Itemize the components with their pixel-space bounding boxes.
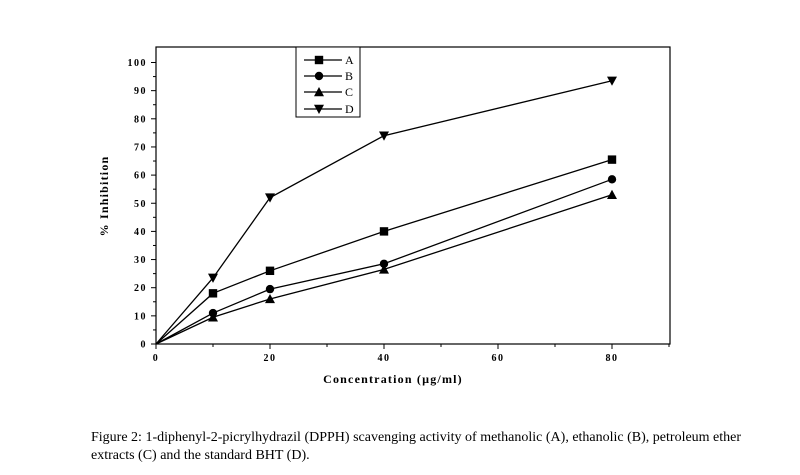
y-axis-ticks: 0 10 20 30 40 50 60 70 80 90 100 xyxy=(128,58,156,351)
legend-marker-c xyxy=(314,87,324,97)
y-tick-label: 50 xyxy=(134,199,147,210)
legend-label-b: B xyxy=(345,69,353,83)
legend-box xyxy=(295,46,361,118)
data-point-c xyxy=(379,264,389,274)
data-point-b xyxy=(379,259,389,268)
legend-marker-d xyxy=(314,104,324,114)
data-point-d xyxy=(607,76,617,86)
x-tick-label: 20 xyxy=(264,353,277,364)
data-point-a xyxy=(379,227,389,236)
series-b xyxy=(155,175,617,345)
series-line-a xyxy=(155,158,613,345)
y-tick-label: 100 xyxy=(128,58,148,69)
y-tick-label: 70 xyxy=(134,142,147,153)
legend-marker-b xyxy=(314,71,324,81)
y-tick-label: 10 xyxy=(134,311,147,322)
series-d xyxy=(155,76,617,345)
data-point-c xyxy=(607,189,617,200)
y-tick-label: 80 xyxy=(134,114,147,125)
legend-label-c: C xyxy=(345,85,353,99)
figure-caption: Figure 2: 1-diphenyl-2-picrylhydrazil (D… xyxy=(91,430,742,463)
data-point-c xyxy=(265,293,275,304)
data-point-d xyxy=(265,193,275,203)
y-tick-label: 40 xyxy=(134,227,147,238)
series-line-d xyxy=(155,80,613,345)
legend-label-a: A xyxy=(345,53,354,67)
y-tick-label: 90 xyxy=(134,86,147,97)
x-axis-label: Concentration (µg/ml) xyxy=(323,372,463,386)
x-tick-label: 0 xyxy=(153,353,160,364)
y-tick-label: 60 xyxy=(134,171,147,182)
data-point-d xyxy=(208,273,218,283)
x-tick-label: 40 xyxy=(378,353,391,364)
x-tick-label: 60 xyxy=(492,353,505,364)
x-axis-ticks: 0 20 40 60 80 xyxy=(153,344,670,364)
series-a xyxy=(155,155,617,345)
data-point-a xyxy=(265,266,275,276)
data-point-d xyxy=(379,131,389,141)
data-point-b xyxy=(607,175,617,184)
y-tick-label: 0 xyxy=(141,340,148,351)
legend-label-d: D xyxy=(345,102,354,116)
plot-frame xyxy=(155,46,671,345)
legend-marker-a xyxy=(314,55,324,65)
y-axis-label: % Inhibition xyxy=(97,156,111,237)
data-point-a xyxy=(208,289,218,298)
series-group xyxy=(155,76,617,345)
y-tick-label: 20 xyxy=(134,283,147,294)
series-c xyxy=(155,189,617,345)
data-point-b xyxy=(265,284,275,294)
data-point-a xyxy=(607,155,617,164)
x-tick-label: 80 xyxy=(606,353,619,364)
y-tick-label: 30 xyxy=(134,255,147,266)
data-point-c xyxy=(208,312,218,322)
